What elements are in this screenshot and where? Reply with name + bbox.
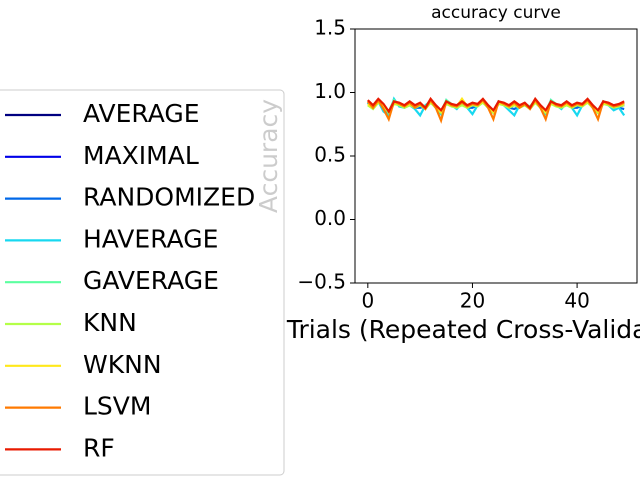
y-tick-label: 0.0 bbox=[314, 206, 346, 230]
legend-label: RANDOMIZED bbox=[83, 183, 255, 212]
chart-title: accuracy curve bbox=[431, 3, 561, 23]
plot-frame bbox=[354, 28, 638, 284]
legend-label: KNN bbox=[83, 308, 137, 337]
legend: AVERAGE MAXIMAL RANDOMIZED HAVERAGE GAVERAGE… bbox=[0, 89, 285, 476]
legend-label: AVERAGE bbox=[83, 99, 200, 128]
y-tick-label: 1.0 bbox=[314, 79, 346, 103]
x-tick-label: 0 bbox=[361, 289, 374, 313]
x-tick-label: 20 bbox=[460, 289, 485, 313]
legend-label: WKNN bbox=[83, 350, 162, 379]
y-tick-label: 1.5 bbox=[314, 16, 346, 40]
legend-label: LSVM bbox=[83, 392, 151, 421]
legend-label: GAVERAGE bbox=[83, 266, 219, 295]
y-tick-label: 0.5 bbox=[314, 143, 346, 167]
legend-frame bbox=[0, 89, 285, 476]
legend-label: HAVERAGE bbox=[83, 224, 218, 253]
x-axis-label: Trials (Repeated Cross-Validation) bbox=[286, 315, 640, 344]
legend-label: MAXIMAL bbox=[83, 141, 199, 170]
series-line bbox=[366, 98, 625, 124]
y-tick-label: −0.5 bbox=[297, 270, 346, 294]
legend-label: RF bbox=[83, 433, 115, 462]
series-line bbox=[367, 96, 625, 114]
x-tick-label: 40 bbox=[564, 289, 589, 313]
